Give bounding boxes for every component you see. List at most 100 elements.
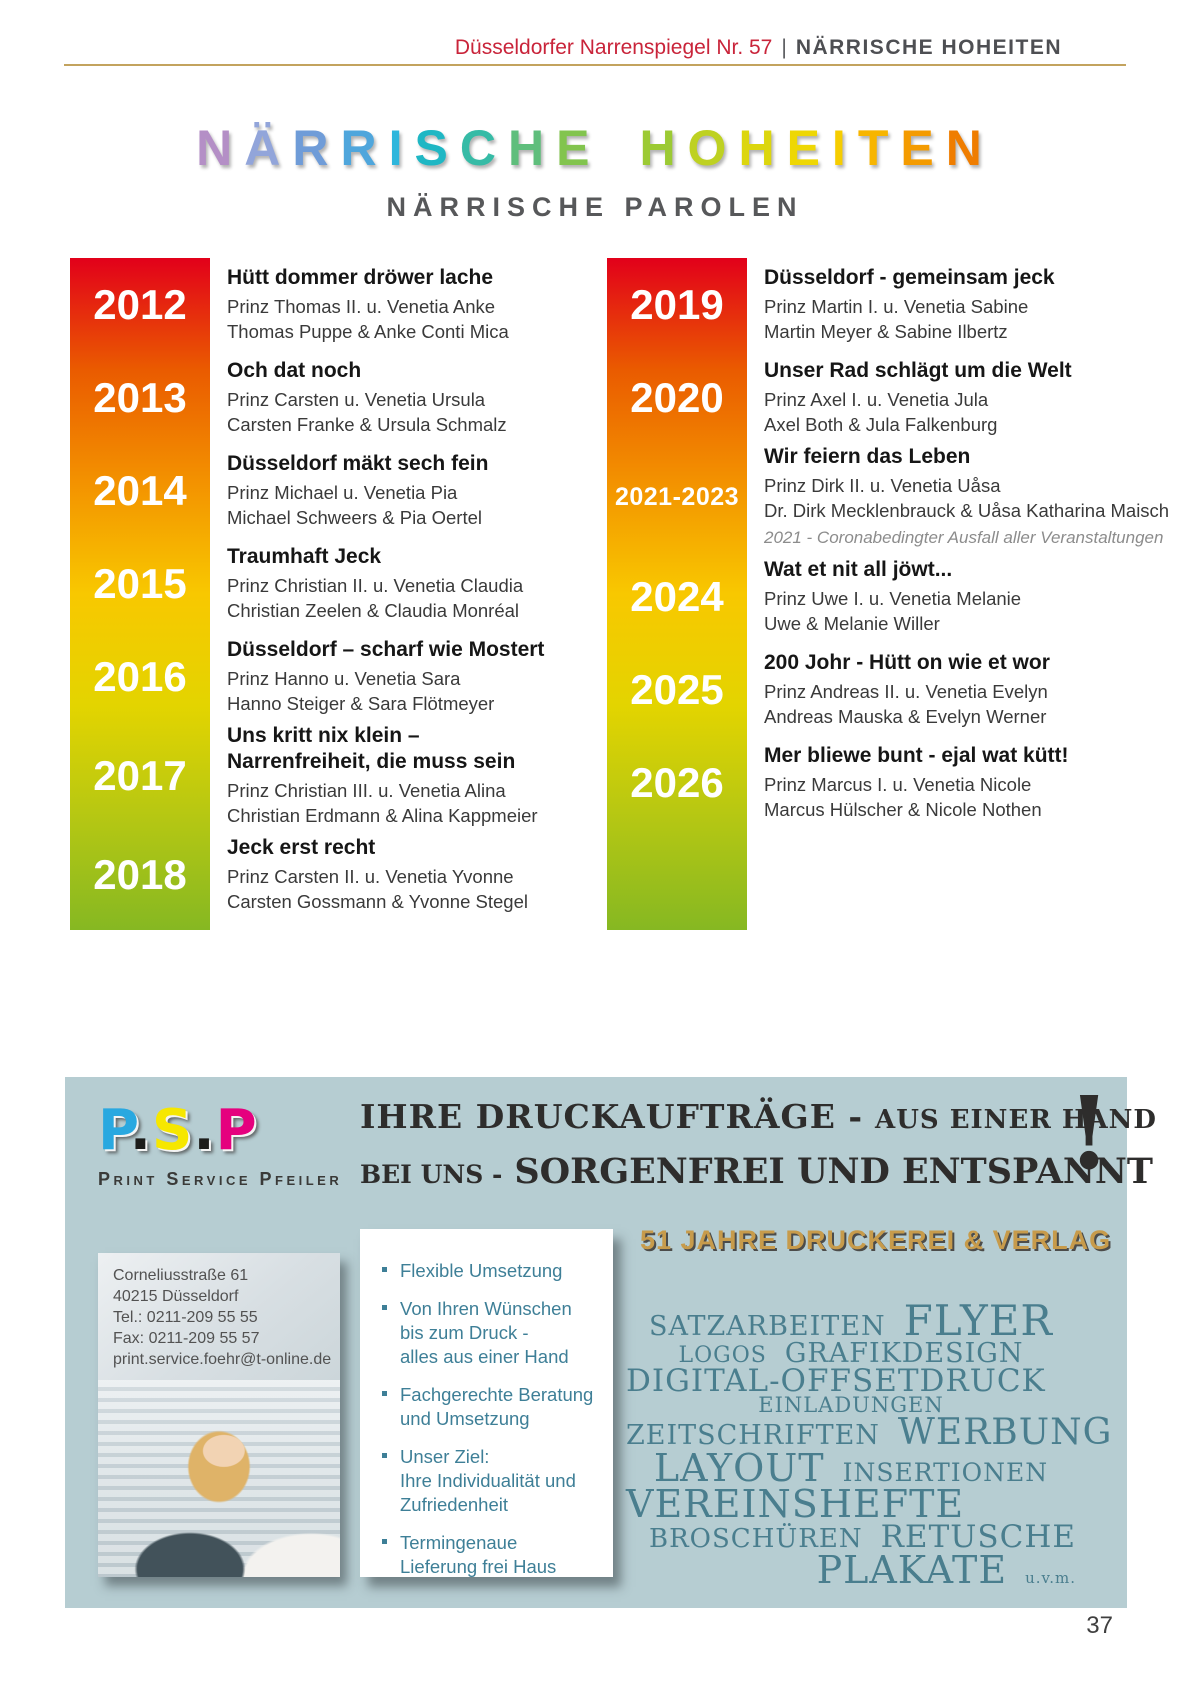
year-label: 2015 [93,559,187,607]
service-bullet: Von Ihren Wünschen bis zum Druck - alles… [382,1297,605,1369]
page-number: 37 [1086,1612,1113,1639]
parole-motto: 200 Johr - Hütt on wie et wor [764,651,1050,674]
service-bullet: Fachgerechte Beratung und Umsetzung [382,1383,605,1431]
parole-entry: 2014 Düsseldorf mäkt sech fein Prinz Micha… [70,444,575,537]
journal-title: Düsseldorfer Narrenspiegel Nr. 57 [454,36,773,59]
parole-text: Hütt dommer dröwer lache Prinz Thomas II.… [210,265,509,344]
year-gradient-bar [70,258,210,930]
year-label: 2026 [630,758,724,806]
year-label: 2012 [93,280,187,328]
parole-motto: Mer bliewe bunt - ejal wat kütt! [764,744,1069,767]
parole-text: Wat et nit all jöwt... Prinz Uwe I. u. Ve… [747,557,1021,636]
contact-line: Corneliusstraße 61 [113,1267,249,1284]
parole-note: 2021 - Coronabedingter Ausfall aller Ver… [764,528,1164,547]
parole-text: Düsseldorf – scharf wie Mostert Prinz Han… [210,637,544,716]
parole-royals: Prinz Carsten II. u. Venetia Yvonne [227,866,514,887]
parole-names: Christian Erdmann & Alina Kappmeier [227,805,538,826]
wordcloud-word: LOGOS [678,1342,767,1368]
title-letter: O [687,120,739,176]
parole-motto: Wat et nit all jöwt... [764,558,953,581]
bullet-icon [382,1453,387,1458]
page-header: Düsseldorfer Narrenspiegel Nr. 57 | NÄRRIS… [455,36,1062,60]
contact-line: print.service.foehr@t-online.de [113,1351,332,1368]
wordcloud-line: EINLADUNGEN [617,1395,1085,1416]
title-letter: R [292,120,341,176]
year-label: 2019 [630,280,724,328]
wordcloud-word: ZEITSCHRIFTEN [626,1420,880,1452]
section-title: NÄRRISCHE HOHEITEN [795,36,1062,59]
parolen-column-left: 2012 Hütt dommer dröwer lache Prinz Thomas… [70,258,575,930]
title-letter: I [831,120,858,176]
parole-royals: Prinz Axel I. u. Venetia Jula [764,389,989,410]
parole-entry: 2021-2023 Wir feiern das Leben Prinz Dirk … [607,444,1169,550]
parole-motto: Düsseldorf – scharf wie Mostert [227,638,545,661]
bullet-icon [382,1305,387,1310]
title-letter: H [507,120,557,176]
parole-motto: Och dat noch [227,359,362,382]
year-label: 2024 [630,572,724,620]
headline-line-2: BEI UNS - SORGENFREI UND ENTSPANNT [360,1151,1153,1192]
parole-entry: 2016 Düsseldorf – scharf wie Mostert Prinz… [70,630,575,723]
year-label: 2014 [93,466,187,514]
title-letter: I [388,120,415,176]
parole-royals: Prinz Andreas II. u. Venetia Evelyn [764,681,1048,702]
parole-entry: 2025 200 Johr - Hütt on wie et wor Prinz A… [607,643,1152,736]
parole-text: Wir feiern das Leben Prinz Dirk II. u. Ve… [747,444,1169,550]
contact-line: Tel.: 0211-209 55 55 [113,1309,258,1326]
parole-entry: 2017 Uns kritt nix klein – Narrenfreiheit… [70,723,575,828]
wordcloud-line: PLAKATE u.v.m. [617,1551,1085,1589]
bullet-text: Von Ihren Wünschen bis zum Druck - alles… [400,1298,572,1367]
title-letter: E [900,120,946,176]
wordcloud-word: FLYER [903,1296,1054,1345]
logo-letter: P [98,1098,130,1163]
parole-entry: 2018 Jeck erst recht Prinz Carsten II. u. … [70,828,575,921]
wordcloud-word: LAYOUT [653,1446,825,1491]
year-label: 2020 [630,373,724,421]
parole-text: Jeck erst recht Prinz Carsten II. u. Vene… [210,835,528,914]
headline-sub: AUS EINER HAND [875,1105,1157,1135]
title-letter: H [639,120,688,176]
logo-tagline: Print Service Pfeiler [98,1169,343,1189]
parole-names: Martin Meyer & Sabine Ilbertz [764,321,1008,342]
parole-motto: Düsseldorf - gemeinsam jeck [764,266,1055,289]
parole-entry: 2026 Mer bliewe bunt - ejal wat kütt! Prin… [607,736,1152,829]
wordcloud-line: SATZARBEITEN FLYER [617,1300,1085,1342]
parole-motto: Düsseldorf mäkt sech fein [227,452,489,475]
ad-headline: IHRE DRUCKAUFTRÄGE - AUS EINER HAND BEI … [360,1097,1156,1192]
parole-royals: Prinz Martin I. u. Venetia Sabine [764,296,1029,317]
wordcloud-line: BROSCHÜREN RETUSCHE [617,1521,1085,1552]
year-gradient-bar [607,258,747,930]
title-letter: E [556,120,602,176]
parole-names: Carsten Gossmann & Yvonne Stegel [227,891,528,912]
wordcloud-word: RETUSCHE [880,1518,1076,1555]
title-letter: C [459,120,508,176]
anniversary-banner: 51 JAHRE DRUCKEREI & VERLAG [640,1225,1112,1255]
wordcloud-line: DIGITAL-OFFSETDRUCK [617,1365,1085,1396]
parole-entry: 2015 Traumhaft Jeck Prinz Christian II. u.… [70,537,575,630]
psp-logo: P.S.P Print Service Pfeiler [98,1103,348,1190]
parole-text: Unser Rad schlägt um die Welt Prinz Axel … [747,358,1072,437]
wordcloud-word: VEREINSHEFTE [626,1482,965,1527]
wordcloud-word: DIGITAL-OFFSETDRUCK [626,1362,1046,1399]
parole-motto: Jeck erst recht [227,836,376,859]
title-letter: H [738,120,787,176]
parole-text: Düsseldorf - gemeinsam jeck Prinz Martin … [747,265,1055,344]
headline-main: IHRE DRUCKAUFTRÄGE - [360,1097,864,1136]
parole-text: Traumhaft Jeck Prinz Christian II. u. Ven… [210,544,523,623]
parole-names: Andreas Mauska & Evelyn Werner [764,706,1047,727]
parole-motto: Wir feiern das Leben [764,445,971,468]
parole-names: Michael Schweers & Pia Oertel [227,507,482,528]
parole-entry: 2024 Wat et nit all jöwt... Prinz Uwe I. u… [607,550,1152,643]
parole-royals: Prinz Uwe I. u. Venetia Melanie [764,588,1022,609]
contact-line: 40215 Düsseldorf [113,1288,239,1305]
headline-main: SORGENFREI UND ENTSPANNT [514,1151,1153,1192]
page-subtitle: NÄRRISCHE PAROLEN [386,192,804,222]
parole-royals: Prinz Thomas II. u. Venetia Anke [227,296,496,317]
title-letter: E [786,120,832,176]
parole-text: Düsseldorf mäkt sech fein Prinz Michael u… [210,451,488,530]
parole-motto: Hütt dommer dröwer lache [227,266,494,289]
parole-motto: Uns kritt nix klein – Narrenfreiheit, di… [227,724,516,773]
parole-entry: 2019 Düsseldorf - gemeinsam jeck Prinz Mar… [607,258,1152,351]
services-list: Flexible Umsetzung Von Ihren Wünschen bis… [360,1229,613,1577]
